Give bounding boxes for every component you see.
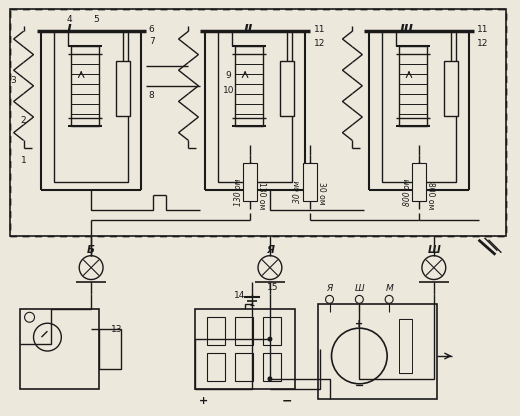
Bar	[412, 163, 426, 201]
Circle shape	[267, 337, 272, 342]
Text: Я: Я	[327, 284, 333, 293]
Bar	[71, 46, 99, 126]
Bar	[444, 61, 458, 116]
Text: Ш: Ш	[355, 284, 364, 293]
Text: 7: 7	[149, 37, 154, 46]
Text: 3: 3	[11, 77, 17, 85]
Bar	[10, 9, 506, 236]
Text: −: −	[355, 381, 364, 391]
Text: 11: 11	[476, 25, 488, 34]
Text: 6: 6	[149, 25, 154, 34]
Text: 800 ом: 800 ом	[402, 178, 411, 206]
Bar	[243, 163, 257, 201]
Text: 30 ом: 30 ом	[317, 182, 326, 205]
Text: 15: 15	[267, 283, 278, 292]
Text: +: +	[355, 319, 363, 329]
Bar	[318, 305, 437, 399]
Bar	[207, 353, 225, 381]
Bar	[263, 353, 281, 381]
Bar	[116, 61, 130, 116]
Bar	[399, 319, 412, 373]
Text: 11: 11	[314, 25, 325, 34]
Bar	[20, 310, 99, 389]
Circle shape	[422, 256, 446, 280]
Text: 130 ом: 130 ом	[257, 182, 266, 210]
Circle shape	[326, 295, 333, 303]
Text: Б: Б	[87, 245, 95, 255]
Bar	[280, 61, 294, 116]
Text: 8: 8	[149, 91, 154, 100]
Bar	[235, 353, 253, 381]
Circle shape	[332, 328, 387, 384]
Text: 9: 9	[225, 72, 231, 80]
Text: Я: Я	[266, 245, 274, 255]
Text: 12: 12	[476, 39, 488, 47]
Text: 800 ом: 800 ом	[426, 182, 435, 210]
Circle shape	[33, 323, 61, 351]
Text: 4: 4	[67, 15, 72, 24]
Circle shape	[24, 312, 34, 322]
Bar	[207, 317, 225, 345]
Text: I: I	[67, 23, 72, 36]
Circle shape	[79, 256, 103, 280]
Bar	[10, 9, 506, 236]
Text: М: М	[385, 284, 393, 293]
Text: II: II	[243, 23, 253, 36]
Text: 14: 14	[235, 291, 246, 300]
Bar	[10, 9, 506, 236]
Bar	[10, 9, 506, 236]
Bar	[235, 46, 263, 126]
Circle shape	[267, 376, 272, 381]
Text: 1: 1	[21, 156, 27, 165]
Bar	[196, 310, 295, 389]
Text: III: III	[400, 23, 414, 36]
Text: +: +	[199, 396, 208, 406]
Text: 5: 5	[93, 15, 99, 24]
Bar	[303, 163, 317, 201]
Text: 10: 10	[223, 86, 234, 95]
Text: 130 ом: 130 ом	[233, 178, 243, 206]
Text: 12: 12	[314, 39, 325, 47]
Text: 2: 2	[21, 116, 27, 125]
Circle shape	[258, 256, 282, 280]
Text: 13: 13	[111, 324, 123, 334]
Bar	[99, 329, 121, 369]
Text: −: −	[281, 394, 292, 407]
Text: 30 ом: 30 ом	[293, 181, 302, 203]
Bar	[263, 317, 281, 345]
Bar	[235, 317, 253, 345]
Text: Ш: Ш	[427, 245, 440, 255]
Circle shape	[355, 295, 363, 303]
Bar	[399, 46, 427, 126]
Circle shape	[385, 295, 393, 303]
